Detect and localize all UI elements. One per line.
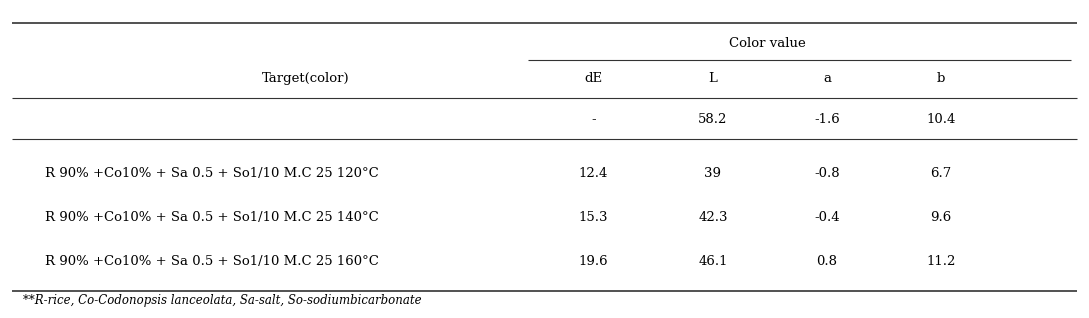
Text: b: b <box>937 72 945 85</box>
Text: 6.7: 6.7 <box>930 167 952 180</box>
Text: R 90% +Co10% + Sa 0.5 + So1/10 M.C 25 140°C: R 90% +Co10% + Sa 0.5 + So1/10 M.C 25 14… <box>45 211 379 224</box>
Text: dE: dE <box>585 72 602 85</box>
Text: 42.3: 42.3 <box>698 211 727 224</box>
Text: 15.3: 15.3 <box>578 211 608 224</box>
Text: 9.6: 9.6 <box>930 211 952 224</box>
Text: -1.6: -1.6 <box>815 113 840 126</box>
Text: 46.1: 46.1 <box>698 255 727 268</box>
Text: -0.8: -0.8 <box>815 167 840 180</box>
Text: R 90% +Co10% + Sa 0.5 + So1/10 M.C 25 160°C: R 90% +Co10% + Sa 0.5 + So1/10 M.C 25 16… <box>45 255 379 268</box>
Text: Target(color): Target(color) <box>261 72 350 85</box>
Text: Color value: Color value <box>729 38 806 51</box>
Text: 58.2: 58.2 <box>698 113 727 126</box>
Text: 0.8: 0.8 <box>817 255 837 268</box>
Text: 11.2: 11.2 <box>927 255 956 268</box>
Text: 10.4: 10.4 <box>927 113 956 126</box>
Text: -: - <box>591 113 596 126</box>
Text: a: a <box>823 72 831 85</box>
Text: -0.4: -0.4 <box>815 211 840 224</box>
Text: 12.4: 12.4 <box>578 167 608 180</box>
Text: 19.6: 19.6 <box>578 255 608 268</box>
Text: 39: 39 <box>705 167 721 180</box>
Text: **R-rice, Co-Codonopsis lanceolata, Sa-salt, So-sodiumbicarbonate: **R-rice, Co-Codonopsis lanceolata, Sa-s… <box>23 294 421 307</box>
Text: L: L <box>709 72 718 85</box>
Text: R 90% +Co10% + Sa 0.5 + So1/10 M.C 25 120°C: R 90% +Co10% + Sa 0.5 + So1/10 M.C 25 12… <box>45 167 379 180</box>
